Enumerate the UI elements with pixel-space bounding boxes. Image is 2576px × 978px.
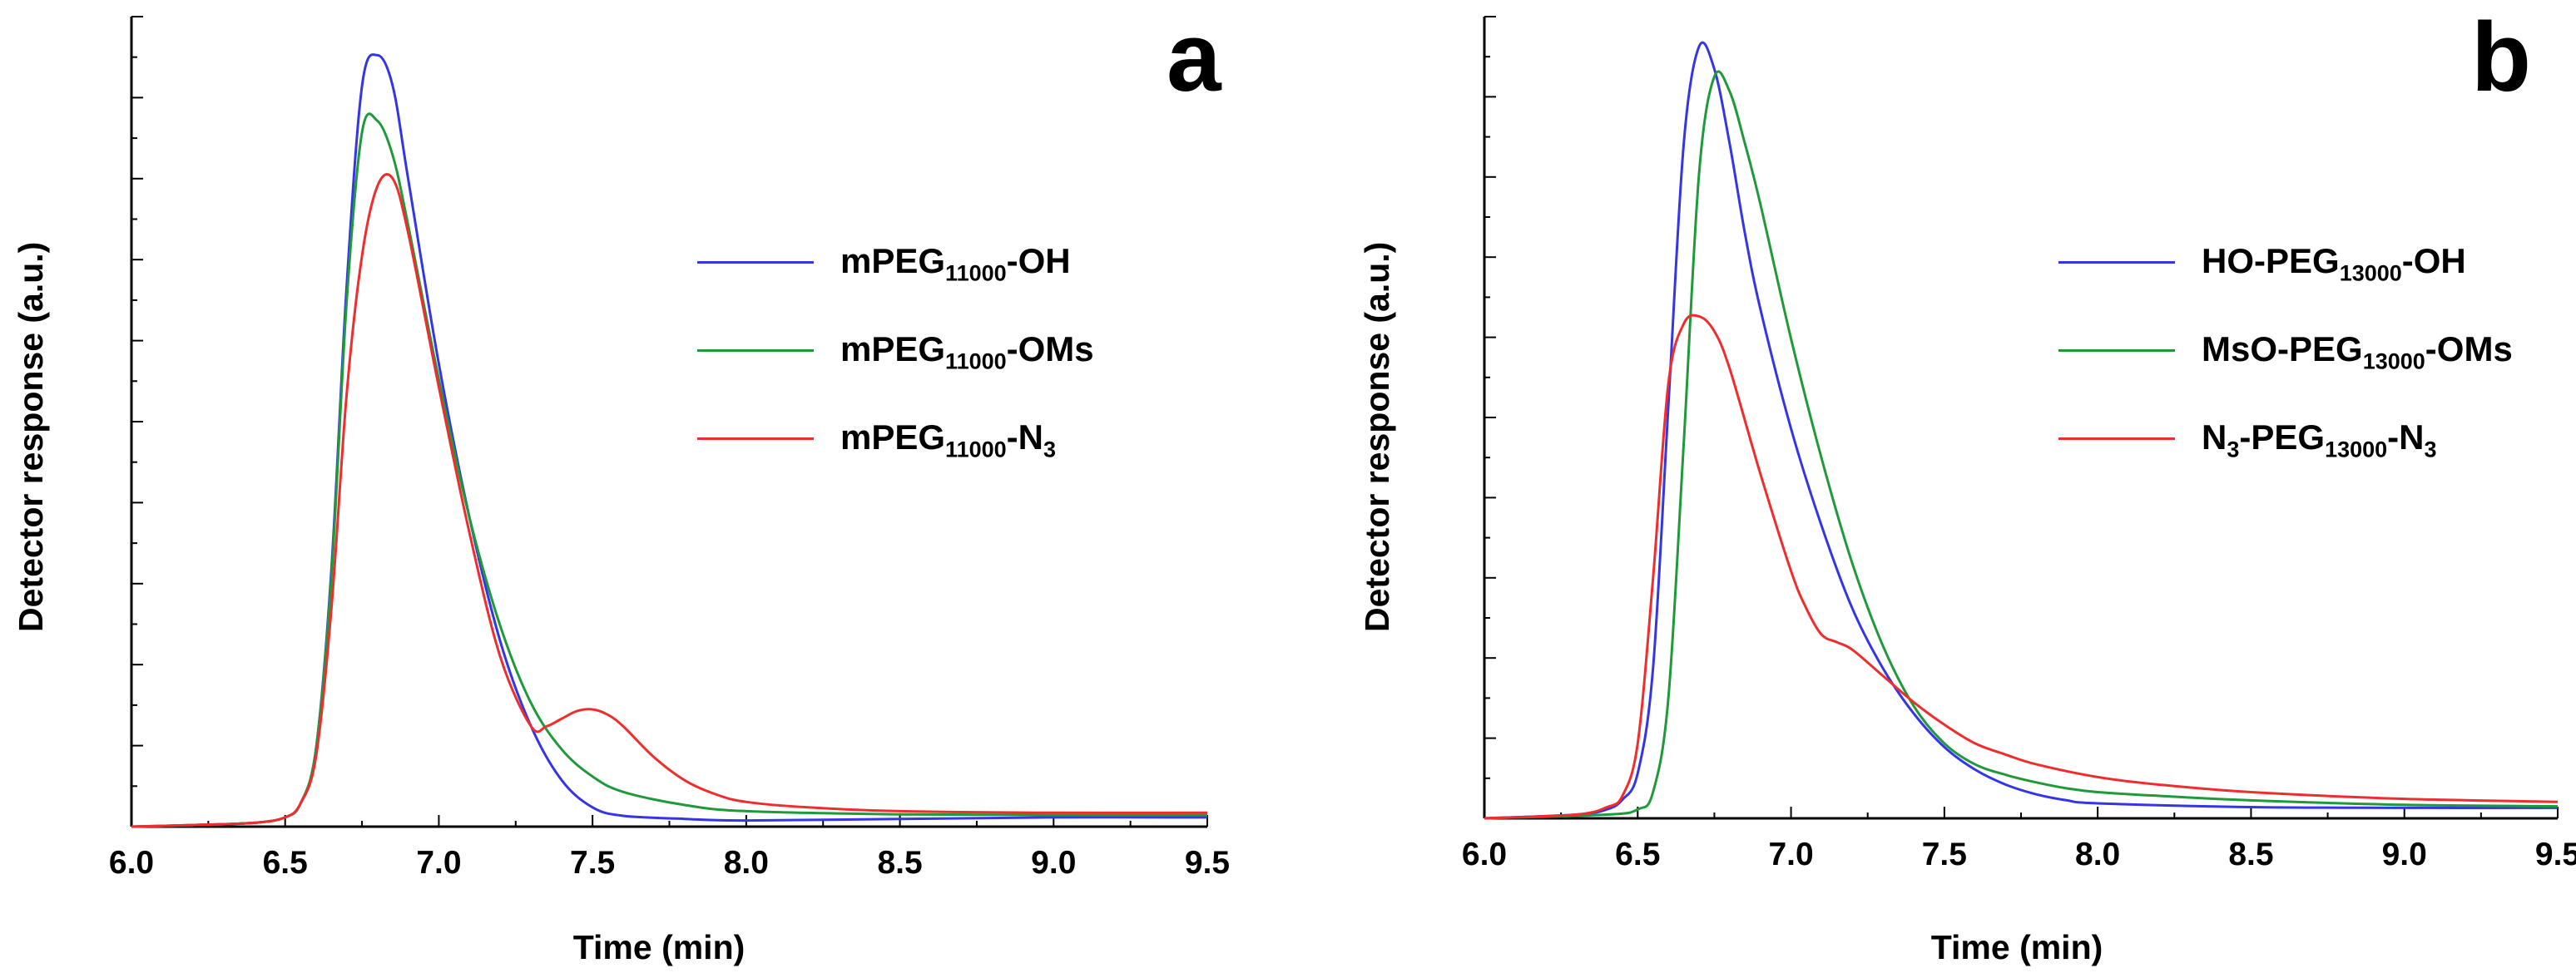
chart-b-legend-label: HO-PEG13000-OH xyxy=(2202,241,2466,286)
chart-a-xtick-label: 6.5 xyxy=(262,845,308,881)
chart-b-xtick-label: 7.0 xyxy=(1768,837,1814,872)
chart-b-xtick-label: 9.5 xyxy=(2534,837,2576,872)
chart-a-xtick-label: 7.0 xyxy=(416,845,462,881)
chart-a-series-2-line xyxy=(131,173,1208,828)
chart-b-xtick-label: 6.0 xyxy=(1461,837,1508,872)
chart-a-xtick-label: 6.0 xyxy=(108,845,155,881)
chart-b-legend-swatch xyxy=(2058,261,2175,264)
chart-a-legend-swatch xyxy=(697,349,814,352)
chart-a-xtick-label: 8.5 xyxy=(877,845,923,881)
chart-b-svg xyxy=(1483,16,2559,820)
chart-a-legend-swatch xyxy=(697,261,814,264)
chart-b-legend-swatch xyxy=(2058,437,2175,440)
chart-a-legend-swatch xyxy=(697,437,814,440)
chart-b-legend-swatch xyxy=(2058,349,2175,352)
chart-a-xtick-label: 9.5 xyxy=(1184,845,1231,881)
chart-a-legend-item: mPEG11000-OMs xyxy=(697,326,1330,376)
chart-a-xlabel: Time (min) xyxy=(572,928,746,966)
chart-b-ylabel: Detector response (a.u.) xyxy=(1358,241,1396,632)
chart-b-series-2-line xyxy=(1484,314,2559,820)
chart-b-legend-label: MsO-PEG13000-OMs xyxy=(2202,329,2513,374)
chart-b-legend-item: N3-PEG13000-N3 xyxy=(2058,414,2576,464)
chart-a-svg xyxy=(130,16,1208,828)
chart-a-legend-label: mPEG11000-N3 xyxy=(840,417,1056,462)
chart-a-legend-item: mPEG11000-OH xyxy=(697,238,1330,288)
chart-a-xtick-label: 7.5 xyxy=(570,845,616,881)
panel-letter-a: a xyxy=(1167,2,1221,112)
chart-b-series-1-line xyxy=(1484,70,2559,820)
chart-b-xtick-label: 7.5 xyxy=(1921,837,1967,872)
chart-a-series-1-line xyxy=(131,112,1208,828)
chart-b-legend-item: MsO-PEG13000-OMs xyxy=(2058,326,2576,376)
chart-a-legend-label: mPEG11000-OMs xyxy=(840,329,1094,374)
panel-letter-b: b xyxy=(2471,2,2532,112)
chart-b-xlabel: Time (min) xyxy=(1930,928,2103,966)
chart-a-ylabel: Detector response (a.u.) xyxy=(12,241,50,632)
chart-b-legend-item: HO-PEG13000-OH xyxy=(2058,238,2576,288)
chart-b-series-0-line xyxy=(1484,41,2559,820)
chart-a-xtick-label: 8.0 xyxy=(723,845,769,881)
chart-b-xtick-label: 8.0 xyxy=(2075,837,2121,872)
chart-b-xtick-label: 6.5 xyxy=(1615,837,1661,872)
chart-b-legend-label: N3-PEG13000-N3 xyxy=(2202,417,2437,462)
chart-b-xtick-label: 9.0 xyxy=(2381,837,2427,872)
chart-panel-a: a Detector response (a.u.) Time (min) 6.… xyxy=(12,2,1231,966)
chart-a-legend-item: mPEG11000-N3 xyxy=(697,414,1330,464)
chart-a-legend-label: mPEG11000-OH xyxy=(840,241,1071,286)
chart-a-xtick-label: 9.0 xyxy=(1031,845,1077,881)
chart-b-xtick-label: 8.5 xyxy=(2228,837,2274,872)
chart-panel-b: b Detector response (a.u.) Time (min) 6.… xyxy=(1288,0,2576,978)
